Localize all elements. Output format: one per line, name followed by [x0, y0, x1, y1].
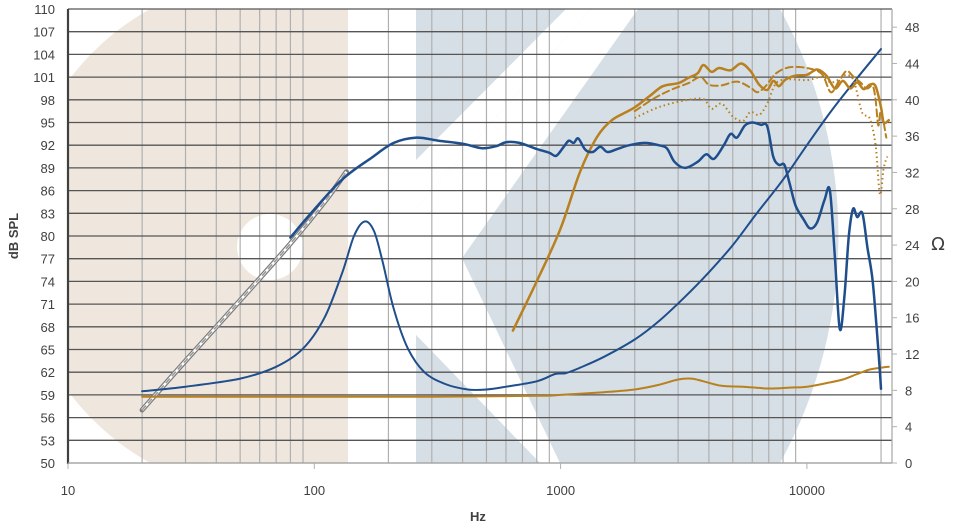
curve-woofer-spl-sim-dashed-grey: [141, 171, 348, 411]
curve-woofer-spl: [289, 121, 883, 391]
y2-tick-label: 24: [905, 238, 919, 253]
y2-tick-label: 44: [905, 56, 919, 71]
y2-tick-label: 48: [905, 20, 919, 35]
y-tick-label: 59: [41, 388, 55, 403]
y2-axis-title: Ω: [931, 234, 945, 255]
curve-tweeter-impedance: [141, 365, 890, 398]
x-tick-label: 10000: [789, 483, 825, 498]
y-axis-title: dB SPL: [6, 213, 21, 259]
curve-woofer-impedance: [141, 48, 882, 393]
y-tick-label: 104: [33, 47, 55, 62]
y-tick-label: 50: [41, 456, 55, 471]
y-tick-label: 71: [41, 297, 55, 312]
y2-tick-label: 32: [905, 165, 919, 180]
y2-tick-label: 4: [905, 420, 912, 435]
y-tick-label: 80: [41, 229, 55, 244]
curve-tweeter-spl-15: [633, 65, 888, 139]
y-tick-label: 98: [41, 93, 55, 108]
y2-tick-label: 40: [905, 93, 919, 108]
y-tick-label: 56: [41, 411, 55, 426]
x-tick-label: 10: [61, 483, 75, 498]
y-tick-label: 53: [41, 433, 55, 448]
y2-tick-label: 20: [905, 274, 919, 289]
y-tick-label: 86: [41, 184, 55, 199]
y-tick-label: 101: [33, 70, 55, 85]
y-tick-label: 95: [41, 116, 55, 131]
x-axis-title: Hz: [470, 509, 486, 524]
y-tick-label: 65: [41, 343, 55, 358]
y2-tick-label: 8: [905, 383, 912, 398]
x-tick-label: 100: [303, 483, 325, 498]
y-tick-label: 110: [34, 2, 55, 17]
y2-tick-label: 0: [905, 456, 912, 471]
y-tick-label: 107: [33, 25, 55, 40]
curve-tweeter-spl-on-axis: [511, 62, 891, 332]
y-tick-label: 68: [41, 320, 55, 335]
y-tick-label: 83: [41, 206, 55, 221]
y-tick-label: 62: [41, 365, 55, 380]
y2-tick-label: 16: [905, 311, 919, 326]
y-tick-label: 74: [41, 274, 55, 289]
data-curves: [139, 48, 891, 413]
axes: 5053565962656871747780838689929598101104…: [33, 2, 919, 498]
grid-lines: [68, 8, 893, 464]
y-tick-label: 77: [41, 252, 55, 267]
x-tick-label: 1000: [546, 483, 575, 498]
y2-tick-label: 28: [905, 202, 919, 217]
y-tick-label: 89: [41, 161, 55, 176]
y2-tick-label: 12: [905, 347, 919, 362]
y-tick-label: 92: [41, 138, 55, 153]
y2-tick-label: 36: [905, 129, 919, 144]
